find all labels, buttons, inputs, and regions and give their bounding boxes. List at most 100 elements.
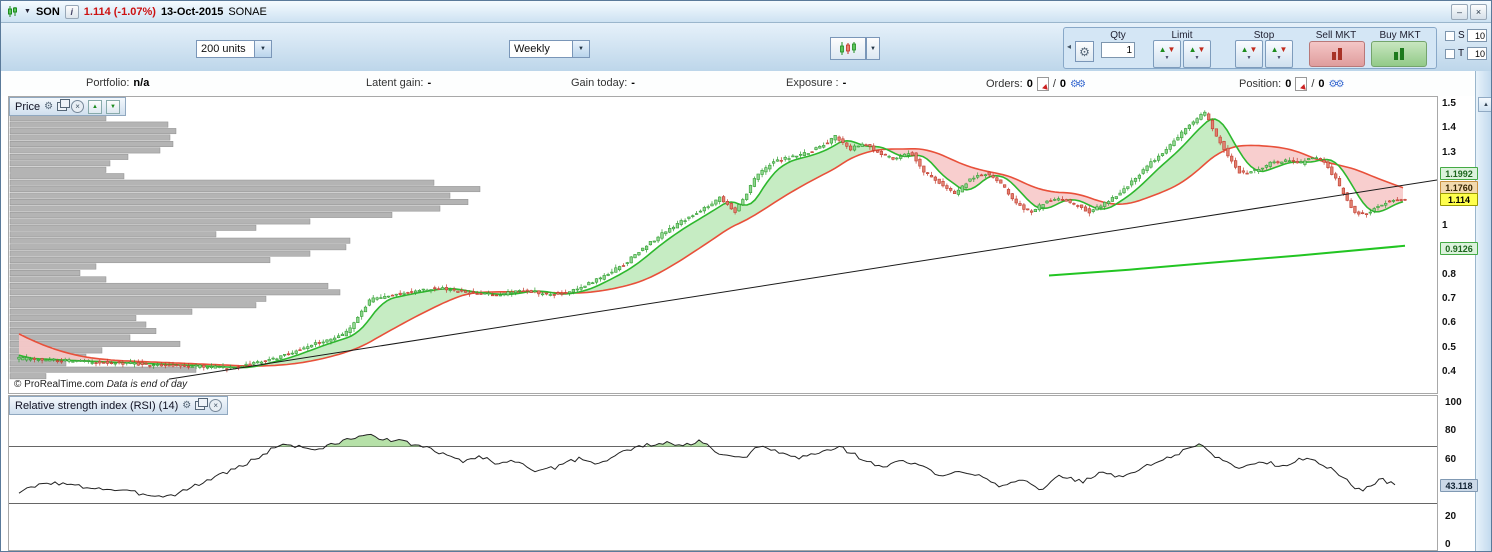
units-select-arrow-icon[interactable]: ▼ [254, 41, 271, 57]
position-label: Position: [1239, 78, 1282, 90]
price-detach-icon[interactable] [57, 99, 71, 111]
axis-label: 0 [1445, 539, 1451, 550]
price-close-icon[interactable]: × [71, 100, 85, 113]
sell-candles-icon [1332, 48, 1342, 60]
trade-settings-wrench-icon[interactable]: ⚙ [1075, 41, 1094, 62]
t-checkbox[interactable] [1445, 49, 1455, 59]
mini-dropdown-icon: ▼ [1164, 55, 1170, 61]
exposure-value: - [842, 77, 847, 89]
qty-header: Qty [1110, 30, 1126, 41]
symbol-label[interactable]: SON [35, 5, 60, 18]
exposure-group: Exposure : - [786, 77, 846, 89]
mini-dropdown-icon: ▼ [1194, 55, 1200, 61]
up-arrow-icon: ▲ [1158, 45, 1167, 54]
sell-limit-button[interactable]: ▲ ▼ ▼ [1183, 40, 1211, 68]
copyright-text: © ProRealTime.com [14, 379, 104, 390]
price-wrench-icon[interactable]: ⚙ [44, 100, 54, 112]
rsi-chart-canvas[interactable] [9, 396, 1437, 550]
position-separator: / [1311, 78, 1315, 90]
down-arrow-icon: ▼ [1167, 45, 1176, 54]
s-input[interactable] [1467, 29, 1487, 42]
up-arrow-icon: ▲ [1270, 45, 1279, 54]
copyright-note: © ProRealTime.com Data is end of day [14, 379, 187, 390]
axis-label: 0.4 [1442, 366, 1456, 377]
panel-collapse-icon[interactable]: ◂ [1067, 42, 1072, 51]
price-panel-title: Price [15, 100, 41, 113]
sell-mkt-button[interactable] [1309, 41, 1365, 67]
axis-label: 100 [1445, 397, 1462, 408]
price-chart-panel [8, 96, 1438, 394]
axis-label: 1.5 [1442, 98, 1456, 109]
position-gears-icon[interactable]: ⚙⚙ [1328, 78, 1345, 90]
units-select[interactable]: 200 units ▼ [196, 40, 272, 58]
rsi-panel-title: Relative strength index (RSI) (14) [15, 399, 179, 412]
orders-list-icon[interactable] [1036, 77, 1049, 91]
axis-label: 0.8 [1442, 269, 1456, 280]
rsi-panel [8, 395, 1438, 551]
down-arrow-icon: ▼ [1197, 45, 1206, 54]
axis-label: 0.7 [1442, 293, 1456, 304]
buy-mkt-button[interactable] [1371, 41, 1427, 67]
panel-move-down-icon[interactable]: ▼ [106, 99, 121, 114]
portfolio-status-bar: Portfolio: n/a Latent gain: - Gain today… [1, 71, 1491, 96]
position-count-2: 0 [1318, 78, 1325, 90]
orders-count: 0 [1026, 78, 1033, 90]
s-checkbox[interactable] [1445, 31, 1455, 41]
sell-stop-button[interactable]: ▲ ▼ ▼ [1265, 40, 1293, 68]
price-panel-tab: Price ⚙ × ▲ ▼ [9, 97, 127, 116]
axis-label: 60 [1445, 454, 1457, 465]
gain-today-group: Gain today: - [571, 77, 635, 89]
rsi-close-icon[interactable]: × [209, 399, 223, 412]
rsi-panel-tab: Relative strength index (RSI) (14) ⚙ × [9, 396, 229, 415]
gain-today-label: Gain today: [571, 77, 628, 89]
orders-separator: / [1052, 78, 1056, 90]
timeframe-select-arrow-icon[interactable]: ▼ [572, 41, 589, 57]
minimize-button[interactable]: – [1451, 4, 1468, 20]
chart-style-button[interactable] [830, 37, 866, 60]
position-group: Position: 0 / 0 ⚙⚙ [1239, 77, 1345, 91]
instrument-name-label: SONAE [228, 5, 267, 18]
panel-move-up-icon[interactable]: ▲ [88, 99, 103, 114]
price-change-label: 1.114 (-1.07%) [83, 5, 156, 18]
t-input[interactable] [1467, 47, 1487, 60]
position-list-icon[interactable] [1295, 77, 1308, 91]
orders-label: Orders: [986, 78, 1023, 90]
rsi-wrench-icon[interactable]: ⚙ [182, 399, 192, 411]
qty-input[interactable] [1101, 42, 1135, 58]
date-label: 13-Oct-2015 [160, 5, 224, 18]
price-level-tag: 1.114 [1440, 193, 1478, 206]
chart-logo-icon [8, 6, 17, 17]
toolbar: 200 units ▼ Weekly ▼ ▼ ◂ ⚙ Qty Limit Sto… [1, 23, 1491, 72]
axis-label: 1.4 [1442, 122, 1456, 133]
orders-group: Orders: 0 / 0 ⚙⚙ [986, 77, 1086, 91]
axis-label: 1.3 [1442, 147, 1456, 158]
close-button[interactable]: × [1470, 4, 1487, 20]
stop-header: Stop [1253, 30, 1275, 41]
portfolio-label: Portfolio: [86, 77, 130, 89]
scroll-up-icon[interactable]: ▲ [1478, 97, 1491, 112]
orders-gears-icon[interactable]: ⚙⚙ [1070, 78, 1086, 90]
axis-label: 1 [1442, 220, 1448, 231]
rsi-detach-icon[interactable] [195, 398, 209, 410]
gain-today-value: - [631, 77, 635, 89]
price-chart-canvas[interactable] [9, 97, 1437, 393]
data-note: Data is end of day [106, 379, 188, 390]
axis-label: 20 [1445, 511, 1457, 522]
mini-dropdown-icon: ▼ [1246, 55, 1252, 61]
timeframe-select[interactable]: Weekly ▼ [509, 40, 590, 58]
buy-stop-button[interactable]: ▲ ▼ ▼ [1235, 40, 1263, 68]
orders-count-2: 0 [1059, 78, 1066, 90]
vertical-scrollbar[interactable] [1475, 71, 1491, 551]
portfolio-group: Portfolio: n/a [86, 77, 149, 89]
portfolio-value: n/a [133, 77, 150, 89]
limit-header: Limit [1171, 30, 1193, 41]
chart-style-dropdown-icon[interactable]: ▼ [866, 37, 880, 60]
latent-gain-value: - [427, 77, 432, 89]
units-select-value: 200 units [201, 43, 246, 55]
candlestick-style-icon [840, 42, 856, 55]
t-label: T [1458, 48, 1465, 59]
buy-candles-icon [1394, 48, 1404, 60]
buy-limit-button[interactable]: ▲ ▼ ▼ [1153, 40, 1181, 68]
info-icon[interactable]: i [64, 4, 79, 19]
symbol-dropdown-icon[interactable]: ▼ [24, 8, 31, 15]
